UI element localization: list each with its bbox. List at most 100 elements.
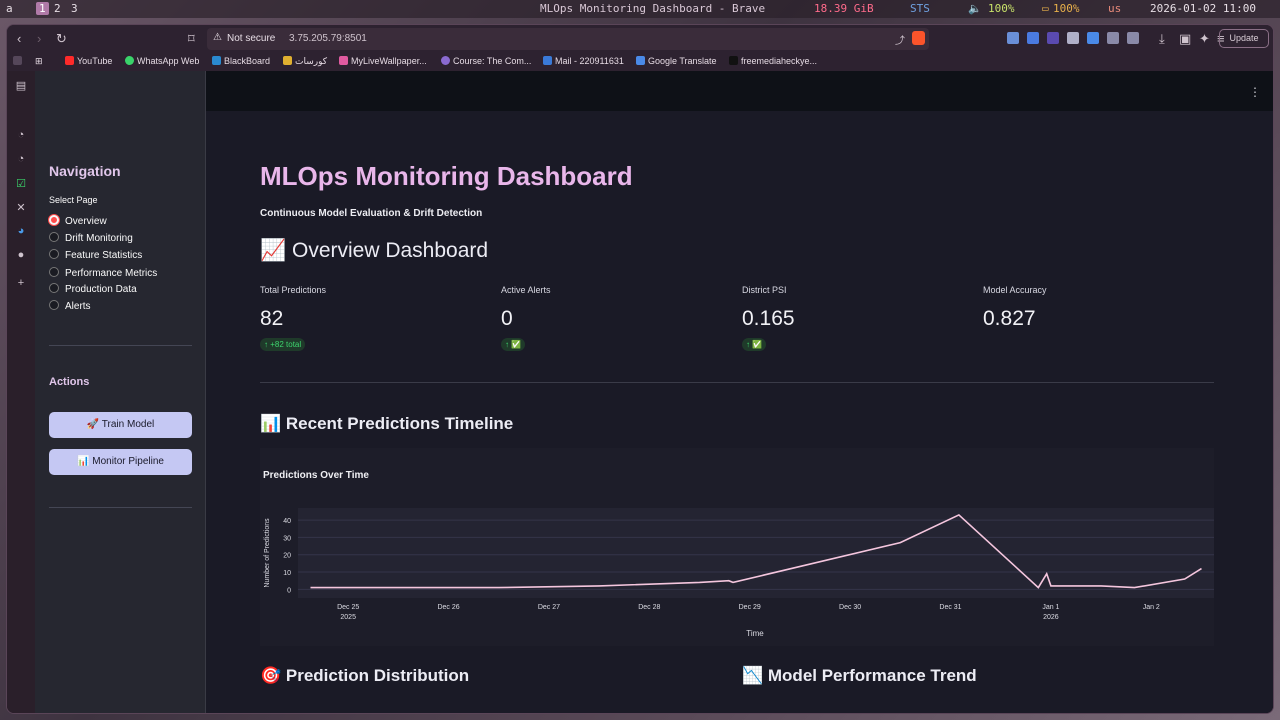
menu-icon[interactable]: ≡ (1217, 31, 1225, 46)
leo-icon[interactable]: ✦ (1199, 31, 1210, 46)
radio-icon (49, 300, 59, 310)
radio-performance-metrics[interactable]: Performance Metrics (49, 267, 157, 281)
bookmark-blackboard[interactable]: BlackBoard (212, 56, 270, 66)
y-tick-label: 30 (283, 535, 291, 542)
series-line (310, 513, 1202, 589)
y-tick-label: 0 (287, 587, 291, 594)
x-tick-label: Dec 26 (437, 604, 459, 611)
metric-district-psi: District PSI 0.165 ↑ ✅ (742, 285, 972, 352)
network-stat: STS (910, 2, 930, 15)
forward-icon[interactable]: › (37, 31, 42, 46)
bookmark-course[interactable]: Course: The Com... (441, 56, 531, 66)
metric-value: 0.165 (742, 307, 795, 330)
metric-delta: ↑ ✅ (501, 338, 526, 351)
rail-close-icon[interactable]: ✕ (16, 202, 26, 214)
performance-heading: 📉 Model Performance Trend (742, 666, 977, 685)
x-tick-label: Dec 31 (939, 604, 961, 611)
workspace-indicator-a[interactable]: a (6, 2, 13, 15)
sidebar-divider (49, 345, 192, 346)
plot-area (298, 508, 1214, 598)
bookmark-youtube[interactable]: YouTube (65, 56, 112, 66)
volume-icon: 🔈 (968, 2, 982, 15)
bookmarks-bar: ⊞ YouTube WhatsApp Web BlackBoard كورسات… (7, 53, 1273, 71)
apps-icon[interactable]: ⊞ (35, 56, 43, 66)
extension-icon-6[interactable] (1107, 32, 1119, 44)
navigation-heading: Navigation (49, 163, 121, 179)
x-tick-label: Jan 1 (1042, 604, 1059, 611)
battery-icon: ▭ (1042, 2, 1049, 15)
y-axis-label: Number of Predictions (264, 518, 271, 588)
warning-icon: ⚠ (213, 32, 222, 43)
metric-total-predictions: Total Predictions 82 ↑ +82 total (260, 285, 490, 352)
x-tick-label: Dec 28 (638, 604, 660, 611)
download-icon[interactable]: ⤓ (1159, 31, 1165, 46)
page-subtitle: Continuous Model Evaluation & Drift Dete… (260, 208, 483, 219)
tab-search-icon[interactable] (13, 56, 25, 66)
extension-icon-2[interactable] (1027, 32, 1039, 44)
kebab-menu-icon[interactable]: ⋮ (1249, 85, 1261, 99)
x-tick-label: Dec 25 (337, 604, 359, 611)
memory-stat: 18.39 GiB (814, 2, 874, 15)
chart-svg: 0 10 20 30 40 Dec 25 2025 Dec 26 Dec 27 Dec 28 Dec… (264, 508, 1214, 638)
bookmark-mylivewallpaper[interactable]: MyLiveWallpaper... (339, 56, 427, 66)
extension-icon-4[interactable] (1067, 32, 1079, 44)
brave-shields-icon[interactable] (912, 31, 925, 45)
reload-icon[interactable]: ↻ (56, 31, 67, 46)
sidebar-panel-icon[interactable]: ▤ (15, 80, 27, 92)
bookmark-google-translate[interactable]: Google Translate (636, 56, 717, 66)
y-tick-label: 20 (283, 553, 291, 560)
radio-feature-statistics[interactable]: Feature Statistics (49, 249, 142, 263)
radio-drift-monitoring[interactable]: Drift Monitoring (49, 232, 133, 246)
train-model-button[interactable]: 🚀 Train Model (49, 412, 192, 438)
metric-label: District PSI (742, 285, 787, 295)
update-button[interactable]: Update (1219, 29, 1269, 48)
bookmark-mail[interactable]: Mail - 220911631 (543, 56, 624, 66)
monitor-pipeline-button[interactable]: 📊 Monitor Pipeline (49, 449, 192, 475)
predictions-chart[interactable]: Predictions Over Time 0 10 20 30 40 Dec 25 202… (260, 448, 1214, 646)
share-icon[interactable]: ⤴ (895, 36, 905, 47)
github-icon[interactable]: ● (17, 249, 25, 261)
radio-production-data[interactable]: Production Data (49, 283, 137, 297)
x-tick-label: Dec 27 (538, 604, 560, 611)
extension-icon-7[interactable] (1127, 32, 1139, 44)
extension-icon-3[interactable] (1047, 32, 1059, 44)
rail-app-icon-2[interactable]: ◔ (17, 153, 25, 165)
bookmark-freemedia[interactable]: freemediaheckye... (729, 56, 817, 66)
url-text[interactable]: 3.75.205.79:8501 (289, 33, 367, 44)
metric-label: Model Accuracy (983, 285, 1047, 295)
address-bar[interactable]: ⚠ Not secure 3.75.205.79:8501 ⤴ (207, 28, 929, 50)
sidebar-divider (49, 507, 192, 508)
main-content: MLOps Monitoring Dashboard Continuous Mo… (206, 111, 1273, 713)
rail-app-icon-1[interactable]: ◔ (17, 129, 25, 141)
browser-window: ‹ › ↻ ⌑ ⚠ Not secure 3.75.205.79:8501 ⤴ … (6, 24, 1274, 714)
rail-add-icon[interactable]: + (17, 277, 25, 289)
bookmark-icon[interactable]: ⌑ (188, 31, 195, 46)
app-sidebar: Navigation Select Page Overview Drift Mo… (35, 71, 206, 713)
y-tick-label: 10 (283, 570, 291, 577)
radio-alerts[interactable]: Alerts (49, 300, 91, 314)
workspace-3[interactable]: 3 (71, 2, 78, 15)
metric-value: 0.827 (983, 307, 1036, 330)
radio-overview[interactable]: Overview (49, 215, 107, 229)
radio-icon (49, 267, 59, 277)
section-divider (260, 382, 1214, 383)
workspace-2[interactable]: 2 (54, 2, 61, 15)
x-tick-label: Dec 30 (839, 604, 861, 611)
sidebar-toggle-icon[interactable]: ▣ (1179, 31, 1192, 46)
radio-icon (49, 232, 59, 242)
back-icon[interactable]: ‹ (17, 31, 22, 46)
bookmark-courses[interactable]: كورسات (283, 56, 327, 67)
workspace-1[interactable]: 1 (36, 2, 49, 15)
metric-model-accuracy: Model Accuracy 0.827 (983, 285, 1213, 331)
clock: 2026-01-02 11:00 (1150, 2, 1256, 15)
rail-app-icon-4[interactable]: ◕ (17, 225, 25, 237)
x-tick-sublabel: 2025 (340, 614, 356, 621)
browser-toolbar: ‹ › ↻ ⌑ ⚠ Not secure 3.75.205.79:8501 ⤴ … (7, 25, 1273, 53)
bookmark-whatsapp[interactable]: WhatsApp Web (125, 56, 199, 66)
rail-app-icon-3[interactable]: ☑ (16, 178, 26, 190)
extension-icon-1[interactable] (1007, 32, 1019, 44)
extension-icon-5[interactable] (1087, 32, 1099, 44)
metric-active-alerts: Active Alerts 0 ↑ ✅ (501, 285, 731, 352)
overview-heading: 📈 Overview Dashboard (260, 239, 489, 262)
radio-icon (49, 249, 59, 259)
